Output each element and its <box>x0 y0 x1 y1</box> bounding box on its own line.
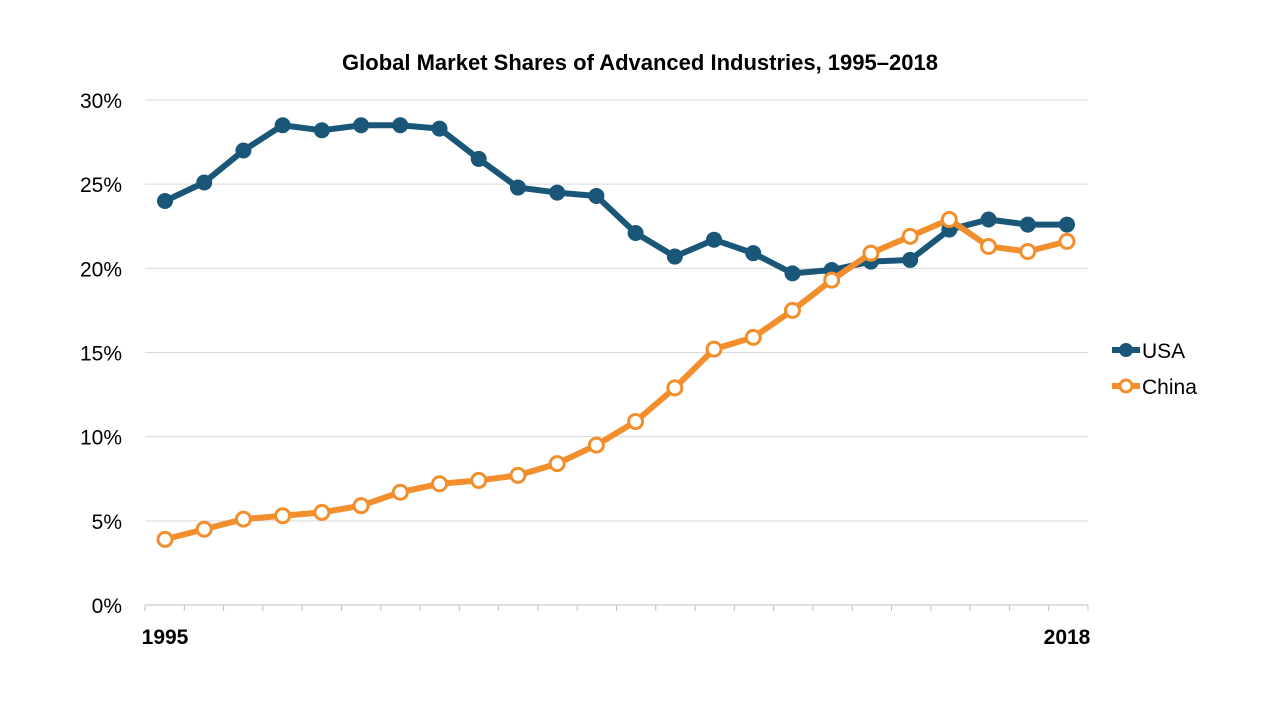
data-point <box>784 265 801 282</box>
y-tick-label: 10% <box>80 427 122 450</box>
data-point <box>548 455 566 473</box>
series-line-china <box>164 216 1068 543</box>
legend-marker <box>1118 378 1134 394</box>
data-point <box>980 237 998 255</box>
data-point <box>196 174 213 191</box>
data-point <box>940 211 958 229</box>
data-point <box>783 301 801 319</box>
data-point <box>862 244 880 262</box>
data-point <box>235 142 252 159</box>
data-point <box>234 510 252 528</box>
data-point <box>705 340 723 358</box>
data-point <box>274 117 291 134</box>
y-tick-label: 5% <box>92 511 122 534</box>
y-tick-label: 30% <box>80 90 122 113</box>
data-point <box>313 503 331 521</box>
data-point <box>627 224 644 241</box>
data-point <box>587 436 605 454</box>
data-point <box>470 471 488 489</box>
data-point <box>509 466 527 484</box>
data-point <box>1058 232 1076 250</box>
y-tick-label: 20% <box>80 258 122 281</box>
series-line-usa <box>163 122 1067 277</box>
data-point <box>392 117 409 134</box>
x-tick-label: 2018 <box>1044 626 1091 649</box>
x-tick-label: 1995 <box>142 626 189 649</box>
y-tick-label: 15% <box>80 343 122 366</box>
data-point <box>156 530 174 548</box>
data-point <box>588 187 605 204</box>
data-point <box>823 271 841 289</box>
data-point <box>666 379 684 397</box>
data-point <box>627 413 645 431</box>
data-point <box>470 150 487 167</box>
data-point <box>902 251 919 268</box>
chart-title: Global Market Shares of Advanced Industr… <box>342 50 938 75</box>
legend-marker <box>1119 343 1133 357</box>
data-point <box>274 507 292 525</box>
data-point <box>1019 216 1036 233</box>
data-point <box>549 184 566 201</box>
data-point <box>313 122 330 139</box>
data-point <box>980 211 997 228</box>
data-point <box>1019 243 1037 260</box>
data-point <box>391 483 409 501</box>
y-tick-label: 0% <box>92 595 122 618</box>
y-tick-label: 25% <box>80 174 122 197</box>
data-point <box>195 520 213 538</box>
data-point <box>744 328 762 346</box>
legend-label: China <box>1142 376 1197 399</box>
data-point <box>431 120 448 137</box>
data-point <box>509 179 526 196</box>
data-point <box>1059 216 1075 233</box>
data-point <box>352 497 370 515</box>
legend-label: USA <box>1142 340 1185 363</box>
data-point <box>157 193 173 209</box>
data-point <box>666 248 683 265</box>
data-point <box>431 475 449 493</box>
data-point <box>353 117 370 134</box>
data-point <box>745 245 762 262</box>
data-point <box>901 227 919 245</box>
data-point <box>706 231 723 248</box>
